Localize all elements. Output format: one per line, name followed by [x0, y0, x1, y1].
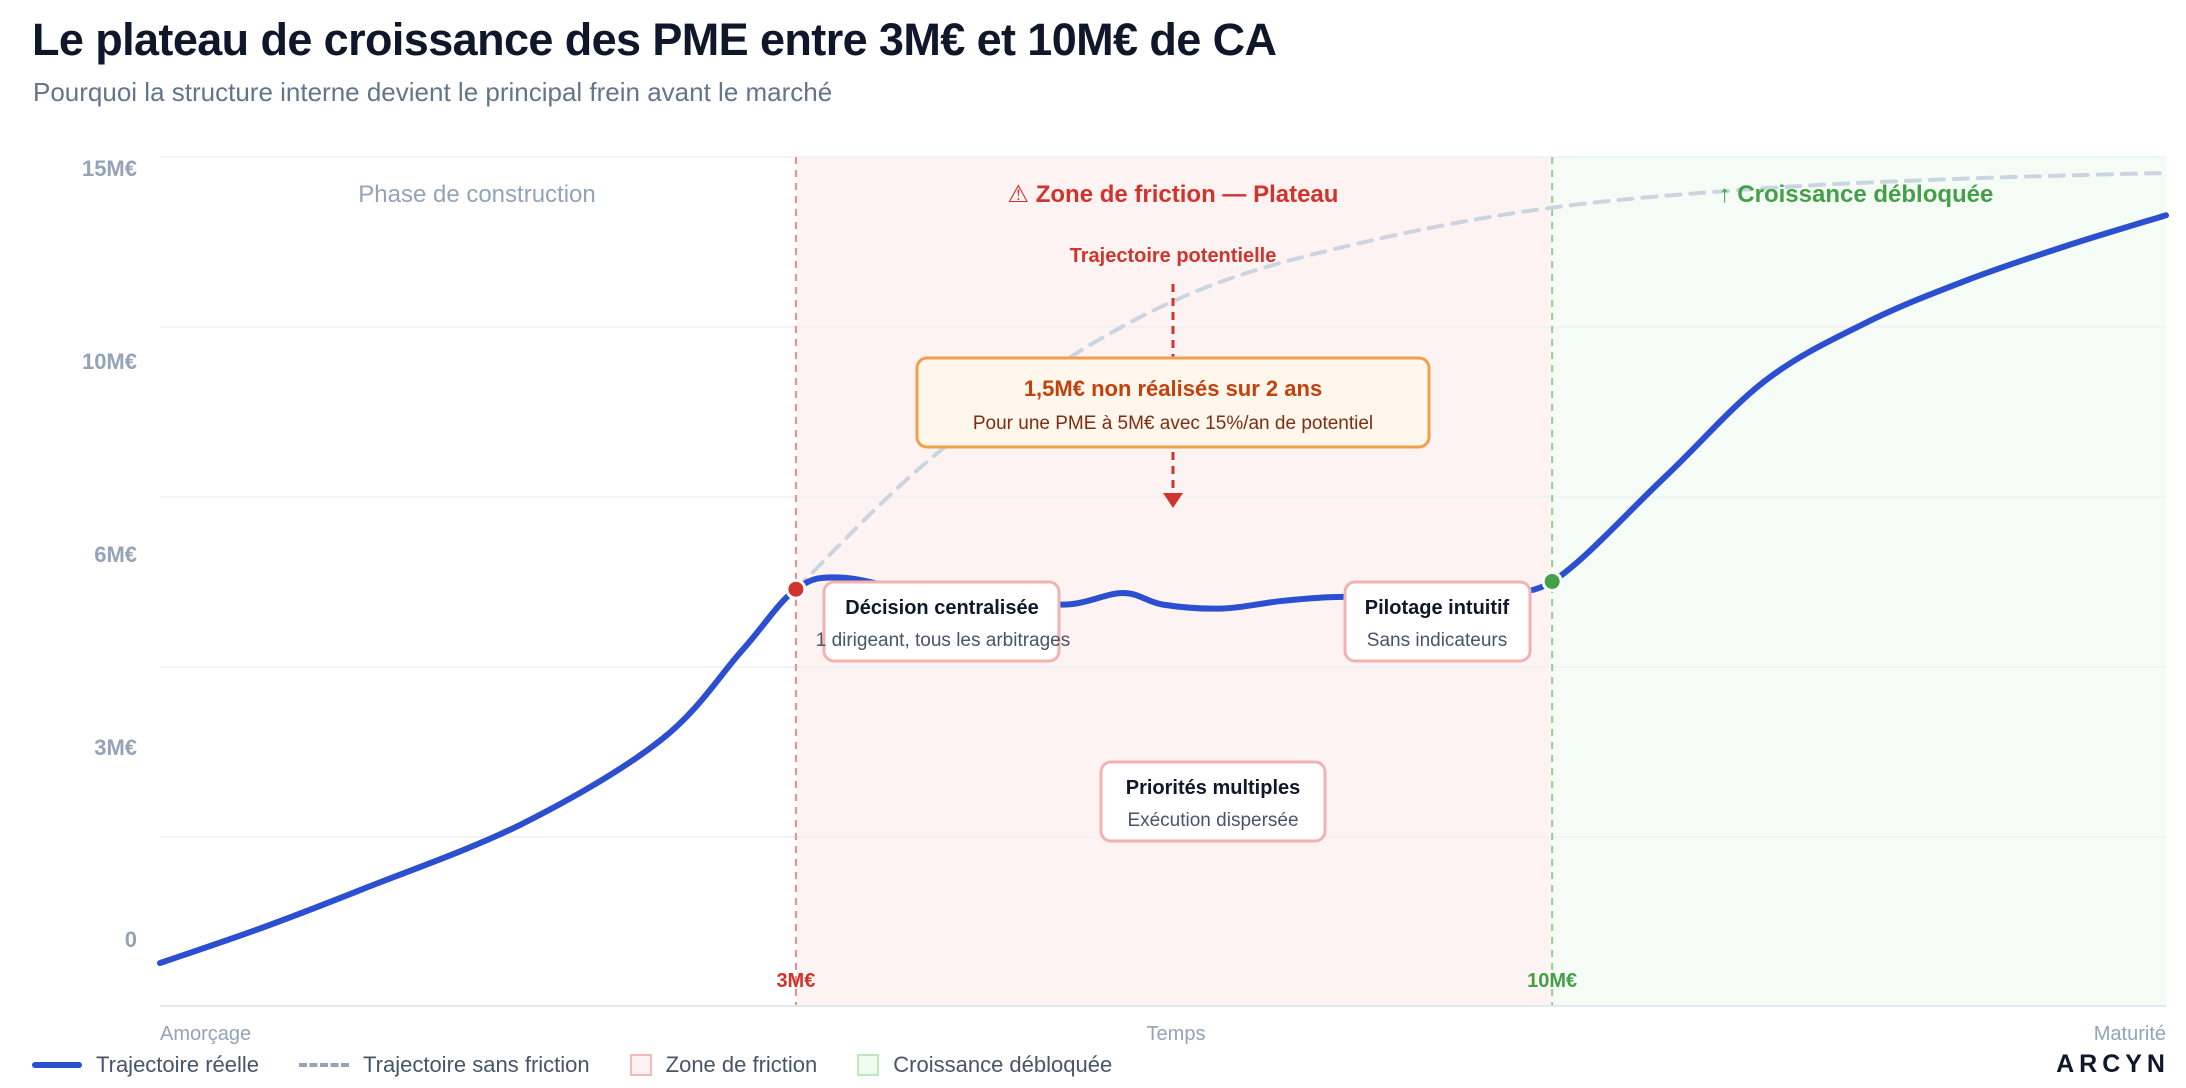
zone-label-friction: ⚠ Zone de friction — Plateau [1008, 181, 1339, 208]
legend-swatch-solid-line [32, 1062, 82, 1068]
y-tick-label: 15M€ [82, 156, 137, 181]
legend-label-friction: Zone de friction [665, 1052, 818, 1077]
y-tick-label: 6M€ [94, 542, 137, 567]
loss-callout: 1,5M€ non réalisés sur 2 ans Pour une PM… [915, 356, 1431, 449]
potential-trajectory-line [793, 170, 2168, 592]
y-tick-label: 3M€ [94, 735, 137, 760]
legend-swatch-unlocked [857, 1054, 880, 1076]
marker-3m-label: 3M€ [776, 970, 815, 992]
x-tick-end: Maturité [2094, 1023, 2166, 1045]
legend-swatch-friction [629, 1054, 652, 1076]
marker-10m-label: 10M€ [1527, 970, 1577, 992]
annotation-intuitive-steering: Pilotage intuitif Sans indicateurs [1343, 580, 1532, 663]
legend-item-actual: Trajectoire réelle [32, 1052, 259, 1078]
friction-end-point [1541, 570, 1563, 592]
page-title: Le plateau de croissance des PME entre 3… [32, 14, 1277, 65]
annotation-multiple-priorities: Priorités multiples Exécution dispersée [1099, 760, 1327, 843]
box-priorities-title: Priorités multiples [1126, 777, 1301, 799]
annotation-centralized-decision: Décision centralisée 1 dirigeant, tous l… [816, 580, 1071, 663]
box-intuitive-subtitle: Sans indicateurs [1367, 630, 1507, 651]
legend-label-actual: Trajectoire réelle [96, 1052, 260, 1077]
callout-subtitle: Pour une PME à 5M€ avec 15%/an de potent… [973, 413, 1373, 434]
legend-item-potential: Trajectoire sans friction [299, 1052, 590, 1078]
y-axis-ticks: 0 3M€ 6M€ 10M€ 15M€ [82, 156, 137, 952]
x-axis-label: Temps [1147, 1023, 1206, 1045]
actual-trajectory-line [157, 212, 2169, 967]
legend-item-friction: Zone de friction [629, 1052, 818, 1078]
x-tick-start: Amorçage [160, 1023, 251, 1045]
y-tick-label: 10M€ [82, 349, 137, 374]
box-centralized-subtitle: 1 dirigeant, tous les arbitrages [816, 630, 1071, 651]
friction-start-point [785, 578, 807, 600]
page-subtitle: Pourquoi la structure interne devient le… [33, 77, 833, 107]
zone-label-unlocked: ↑ Croissance débloquée [1719, 181, 1994, 208]
legend-label-potential: Trajectoire sans friction [363, 1052, 590, 1077]
legend-label-unlocked: Croissance débloquée [893, 1052, 1113, 1077]
zone-label-construction: Phase de construction [358, 181, 595, 208]
chart-legend: Trajectoire réelle Trajectoire sans fric… [32, 1048, 1152, 1082]
potential-label: Trajectoire potentielle [1070, 245, 1277, 267]
gap-arrow-head [1163, 493, 1183, 508]
y-tick-label: 0 [125, 927, 137, 952]
callout-title: 1,5M€ non réalisés sur 2 ans [1024, 376, 1322, 401]
box-intuitive-title: Pilotage intuitif [1365, 597, 1510, 619]
legend-swatch-dashed-line [299, 1063, 350, 1067]
legend-item-unlocked: Croissance débloquée [857, 1052, 1112, 1078]
box-centralized-title: Décision centralisée [845, 597, 1038, 619]
unlocked-zone [1552, 157, 2166, 1006]
brand-logo: ARCYN [2056, 1050, 2170, 1078]
box-priorities-subtitle: Exécution dispersée [1127, 810, 1298, 831]
